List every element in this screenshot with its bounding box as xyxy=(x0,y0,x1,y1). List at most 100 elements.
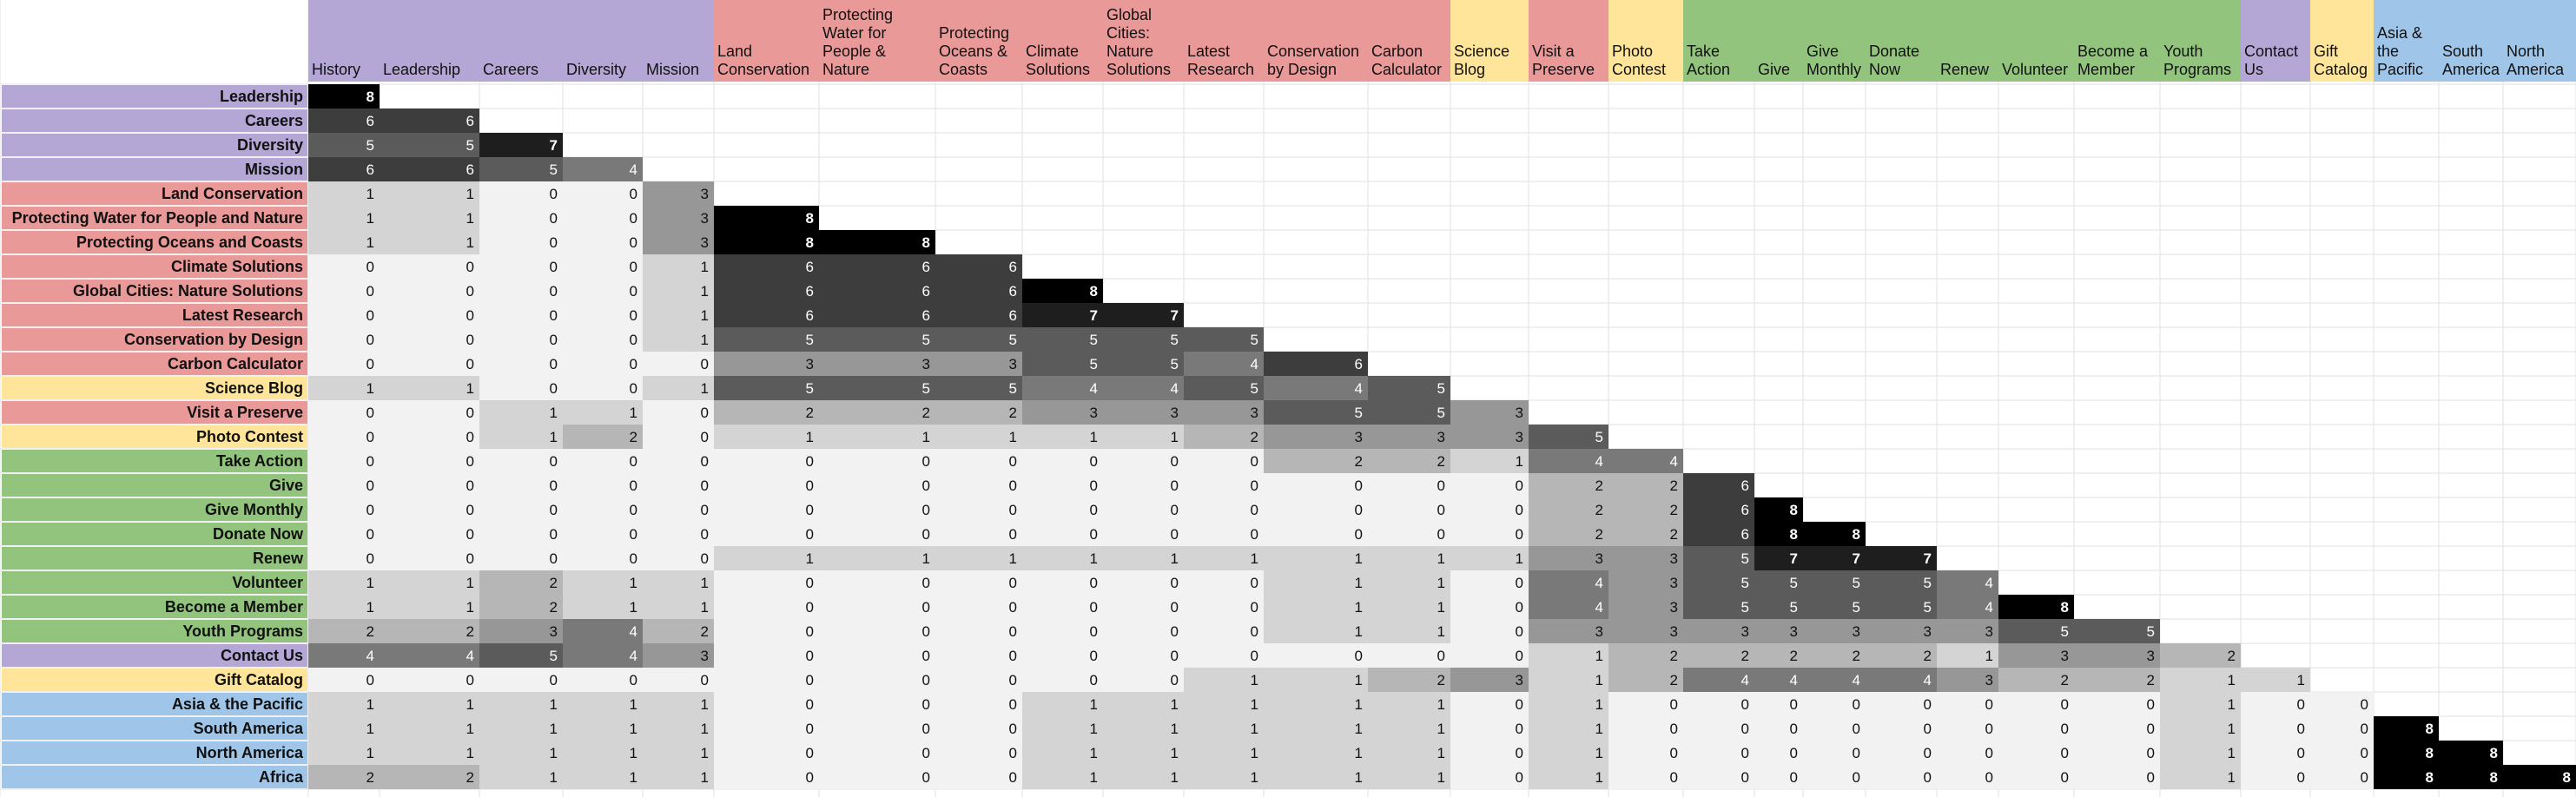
heatmap-cell xyxy=(1368,546,1450,570)
heatmap-cell xyxy=(714,327,819,352)
heatmap-cell xyxy=(2310,716,2374,741)
heatmap-cell xyxy=(308,619,380,643)
cell-value: 3 xyxy=(922,356,930,372)
cell-value: 0 xyxy=(1171,623,1179,640)
heatmap-cell xyxy=(1022,668,1103,692)
heatmap-cell xyxy=(1754,595,1803,619)
heatmap-cell xyxy=(935,497,1022,522)
heatmap-cell xyxy=(1368,595,1450,619)
heatmap-cell xyxy=(1368,522,1450,546)
heatmap-cell xyxy=(1529,522,1608,546)
cell-value: 1 xyxy=(1009,429,1017,445)
heatmap-cell xyxy=(380,522,479,546)
heatmap-cell xyxy=(1937,765,1998,789)
heatmap-cell xyxy=(1803,765,1866,789)
heatmap-cell xyxy=(1264,497,1368,522)
heatmap-cell xyxy=(1683,473,1754,497)
cell-value: 1 xyxy=(1516,453,1523,470)
heatmap-cell xyxy=(380,497,479,522)
cell-value: 1 xyxy=(1090,769,1098,786)
heatmap-cell xyxy=(308,206,380,230)
heatmap-cell xyxy=(819,303,935,327)
heatmap-cell xyxy=(714,619,819,643)
heatmap-cell xyxy=(1264,425,1368,449)
heatmap-cell xyxy=(380,741,479,765)
heatmap-cell xyxy=(563,765,643,789)
cell-value: 0 xyxy=(1516,575,1523,591)
cell-value: 0 xyxy=(701,550,709,567)
cell-value: 1 xyxy=(806,429,814,445)
heatmap-cell xyxy=(308,327,380,352)
cell-value: 0 xyxy=(1171,575,1179,591)
row-header-renew xyxy=(2,547,307,570)
heatmap-cell xyxy=(935,522,1022,546)
cell-value: 3 xyxy=(1090,405,1098,421)
cell-value: 5 xyxy=(550,161,558,178)
cell-value: 0 xyxy=(367,526,374,543)
heatmap-cell xyxy=(563,741,643,765)
heatmap-cell xyxy=(479,497,563,522)
cell-value: 0 xyxy=(466,429,474,445)
cell-value: 0 xyxy=(1741,769,1749,786)
cell-value: 1 xyxy=(1595,721,1603,737)
heatmap-cell xyxy=(1608,473,1683,497)
column-label: Coasts xyxy=(939,61,987,78)
cell-value: 0 xyxy=(550,186,558,202)
cell-value: 0 xyxy=(1090,502,1098,518)
cell-value: 0 xyxy=(1171,526,1179,543)
heatmap-cell xyxy=(308,157,380,181)
heatmap-cell xyxy=(1264,741,1368,765)
cell-value: 0 xyxy=(630,283,637,300)
cell-value: 0 xyxy=(2361,745,2368,761)
heatmap-cell xyxy=(563,376,643,400)
heatmap-cell xyxy=(2074,765,2160,789)
cell-value: 2 xyxy=(2061,672,2069,688)
row-header-give-monthly xyxy=(2,498,307,521)
cell-value: 1 xyxy=(1355,769,1363,786)
cell-value: 0 xyxy=(1251,623,1258,640)
heatmap-cell xyxy=(1937,570,1998,595)
cell-value: 6 xyxy=(1741,502,1749,518)
row-header-global-cities-nature-solutions xyxy=(2,280,307,302)
heatmap-cell xyxy=(1264,765,1368,789)
heatmap-cell xyxy=(1450,619,1529,643)
heatmap-cell xyxy=(479,157,563,181)
cell-value: 1 xyxy=(1437,696,1445,713)
heatmap-cell xyxy=(308,400,380,425)
cell-value: 4 xyxy=(630,648,637,664)
heatmap-cell xyxy=(819,570,935,595)
cell-value: 1 xyxy=(1171,696,1179,713)
heatmap-cell xyxy=(380,595,479,619)
cell-value: 4 xyxy=(1924,672,1932,688)
row-header-volunteer xyxy=(2,571,307,594)
cell-value: 1 xyxy=(466,575,474,591)
column-header-diversity xyxy=(563,0,643,82)
row-header-contact-us xyxy=(2,644,307,667)
heatmap-cell xyxy=(1264,619,1368,643)
cell-value: 5 xyxy=(1090,332,1098,348)
column-label: Youth xyxy=(2163,43,2203,60)
column-label: Programs xyxy=(2163,61,2231,78)
cell-value: 1 xyxy=(701,283,709,300)
heatmap-cell xyxy=(1608,741,1683,765)
cell-value: 1 xyxy=(1090,550,1098,567)
row-label: Africa xyxy=(259,768,304,786)
cell-value: 0 xyxy=(2297,745,2305,761)
cell-value: 1 xyxy=(1516,550,1523,567)
column-header-south-america xyxy=(2439,0,2503,82)
heatmap-cell xyxy=(479,449,563,473)
heatmap-cell xyxy=(1450,497,1529,522)
cell-value: 1 xyxy=(2228,769,2236,786)
heatmap-cell xyxy=(2160,643,2241,668)
cell-value: 2 xyxy=(1595,526,1603,543)
heatmap-cell xyxy=(1368,473,1450,497)
heatmap-cell xyxy=(563,473,643,497)
cell-value: 1 xyxy=(630,721,637,737)
heatmap-cell xyxy=(2241,765,2310,789)
cell-value: 2 xyxy=(1670,502,1678,518)
cell-value: 1 xyxy=(1437,623,1445,640)
cell-value: 0 xyxy=(1251,526,1258,543)
cell-value: 1 xyxy=(1595,696,1603,713)
cell-value: 0 xyxy=(922,721,930,737)
heatmap-cell xyxy=(935,765,1022,789)
